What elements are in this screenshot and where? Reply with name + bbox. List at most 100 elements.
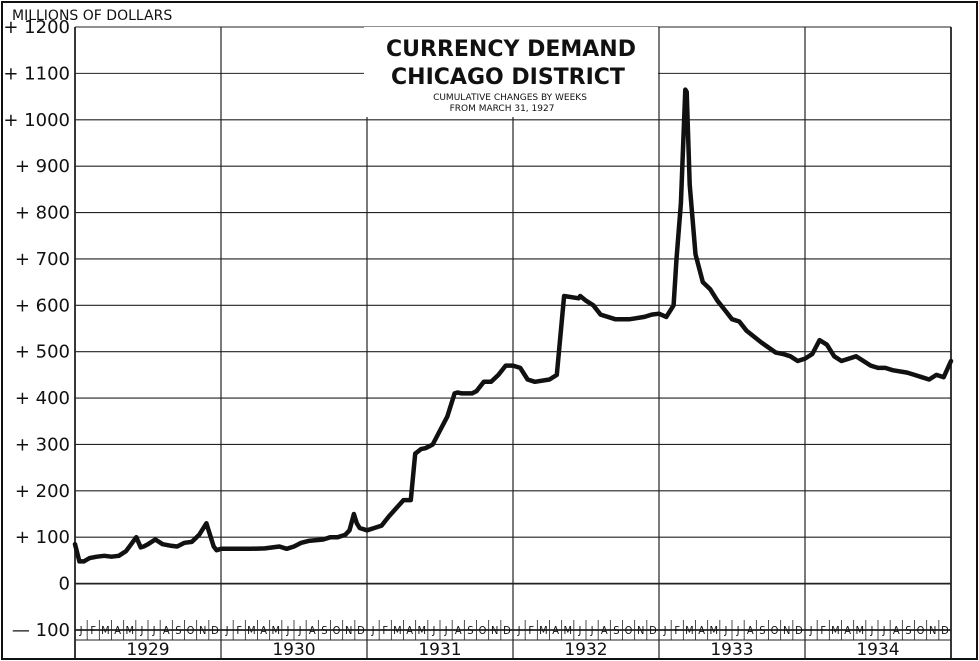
year-label: 1932 <box>564 640 607 660</box>
y-axis: — 100 0 + 100 + 200 + 300 + 400 + 500 + 600 + 70… <box>3 17 70 641</box>
y-tick-label: + 1000 <box>3 110 70 131</box>
month-label: D <box>795 624 803 637</box>
month-label: A <box>552 624 559 637</box>
month-label: J <box>882 624 886 637</box>
month-label: A <box>406 624 413 637</box>
month-label: F <box>382 624 388 637</box>
month-label: F <box>820 624 826 637</box>
month-label: D <box>649 624 657 637</box>
series-group <box>72 87 954 564</box>
month-label: M <box>709 624 718 637</box>
month-label: A <box>455 624 462 637</box>
year-label: 1930 <box>272 640 315 660</box>
month-label: A <box>698 624 705 637</box>
year-label: 1933 <box>710 640 753 660</box>
month-label: A <box>747 624 754 637</box>
y-tick-label: + 700 <box>15 249 70 270</box>
month-label: J <box>225 624 229 637</box>
y-tick-label: + 300 <box>15 434 70 455</box>
y-tick-label: + 200 <box>15 481 70 502</box>
month-label: J <box>869 624 873 637</box>
month-label: J <box>809 624 813 637</box>
month-label: S <box>905 624 911 637</box>
month-label: D <box>941 624 949 637</box>
month-label: N <box>637 624 644 637</box>
month-label: N <box>491 624 498 637</box>
y-tick-label: + 900 <box>15 156 70 177</box>
month-label: J <box>444 624 448 637</box>
month-label: S <box>613 624 619 637</box>
month-label: A <box>893 624 900 637</box>
chart-title: CURRENCY DEMAND <box>386 37 636 62</box>
y-tick-label: + 1200 <box>3 17 70 38</box>
month-label: F <box>90 624 96 637</box>
month-label: D <box>211 624 219 637</box>
y-tick-label: 0 <box>59 574 70 595</box>
month-label: J <box>590 624 594 637</box>
y-tick-label: + 100 <box>15 527 70 548</box>
month-label: A <box>260 624 267 637</box>
month-label: O <box>625 624 633 637</box>
month-label: M <box>247 624 256 637</box>
month-label: N <box>929 624 936 637</box>
chart-subtitle: CUMULATIVE CHANGES BY WEEKS <box>433 93 587 103</box>
month-label: M <box>685 624 694 637</box>
month-label: F <box>528 624 534 637</box>
month-label: S <box>467 624 473 637</box>
month-label: M <box>393 624 402 637</box>
month-label: F <box>236 624 242 637</box>
month-label: O <box>917 624 925 637</box>
month-label: J <box>431 624 435 637</box>
month-label: D <box>357 624 365 637</box>
y-tick-label: + 500 <box>15 342 70 363</box>
month-label: M <box>855 624 864 637</box>
month-label: J <box>517 624 521 637</box>
x-axis-years: 1929 1930 1931 1932 1933 1934 <box>126 640 899 660</box>
month-label: S <box>175 624 181 637</box>
month-label: J <box>371 624 375 637</box>
y-axis-unit-label: MILLIONS OF DOLLARS <box>12 8 172 24</box>
y-tick-label: + 800 <box>15 203 70 224</box>
month-label: O <box>187 624 195 637</box>
chart-title-line2: CHICAGO DISTRICT <box>391 65 625 90</box>
month-label: N <box>783 624 790 637</box>
month-label: A <box>114 624 121 637</box>
title-box <box>364 27 658 117</box>
month-label: J <box>577 624 581 637</box>
month-label: J <box>79 624 83 637</box>
month-label: M <box>125 624 134 637</box>
month-label: J <box>285 624 289 637</box>
month-label: N <box>345 624 352 637</box>
month-label: J <box>139 624 143 637</box>
month-label: O <box>333 624 341 637</box>
month-label: J <box>152 624 156 637</box>
series-line <box>72 87 954 564</box>
month-label: J <box>663 624 667 637</box>
y-tick-label: + 400 <box>15 388 70 409</box>
year-label: 1929 <box>126 640 169 660</box>
month-label: M <box>563 624 572 637</box>
month-label: M <box>271 624 280 637</box>
y-tick-label: — 100 <box>12 620 70 641</box>
month-label: A <box>163 624 170 637</box>
month-label: M <box>417 624 426 637</box>
month-label: J <box>298 624 302 637</box>
month-label: J <box>723 624 727 637</box>
month-label: A <box>309 624 316 637</box>
month-label: A <box>601 624 608 637</box>
month-label: A <box>844 624 851 637</box>
year-label: 1934 <box>856 640 899 660</box>
month-label: O <box>479 624 487 637</box>
month-label: N <box>199 624 206 637</box>
y-tick-label: + 600 <box>15 295 70 316</box>
month-label: F <box>674 624 680 637</box>
month-label: M <box>539 624 548 637</box>
month-label: M <box>101 624 110 637</box>
chart-subtitle-line2: FROM MARCH 31, 1927 <box>450 104 555 114</box>
year-label: 1931 <box>418 640 461 660</box>
y-tick-label: + 1100 <box>3 63 70 84</box>
month-label: D <box>503 624 511 637</box>
